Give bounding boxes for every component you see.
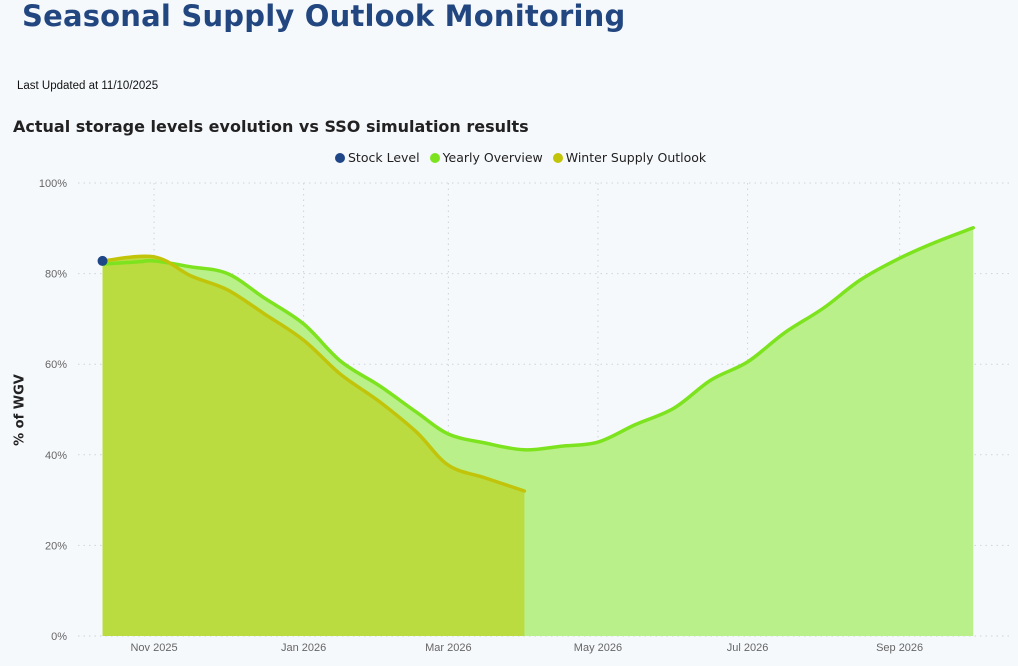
chart-title: Actual storage levels evolution vs SSO s… <box>13 117 529 136</box>
winter-supply-outlook-area <box>102 256 525 636</box>
stock-level-point <box>97 255 108 266</box>
y-axis: 0% 20% 40% 60% 80% 100% <box>39 178 67 643</box>
page-title: Seasonal Supply Outlook Monitoring <box>22 0 626 33</box>
chart-legend: Stock Level Yearly Overview Winter Suppl… <box>335 150 706 165</box>
y-tick-label: 100% <box>39 178 67 190</box>
y-tick-label: 80% <box>45 269 67 281</box>
legend-label-yearly-overview: Yearly Overview <box>442 150 543 165</box>
legend-marker-winter-supply-outlook <box>552 152 563 163</box>
x-axis: Nov 2025 Jan 2026 Mar 2026 May 2026 Jul 2026… <box>130 642 923 654</box>
legend-label-winter-supply-outlook: Winter Supply Outlook <box>565 150 707 165</box>
series-lines <box>100 226 975 493</box>
y-tick-label: 40% <box>45 450 67 462</box>
yearly-overview-line <box>100 226 975 452</box>
y-tick-label: 60% <box>45 359 67 371</box>
x-tick-label: Jan 2026 <box>281 642 326 654</box>
legend-marker-stock-level <box>335 152 345 163</box>
series-areas <box>102 227 974 637</box>
x-tick-label: May 2026 <box>574 642 622 654</box>
series-points <box>97 255 108 266</box>
legend-label-stock-level: Stock Level <box>348 150 420 165</box>
x-tick-label: Sep 2026 <box>876 642 923 654</box>
legend-item-stock-level[interactable]: Stock Level <box>335 150 420 165</box>
winter-supply-outlook-line <box>100 254 527 493</box>
legend-marker-yearly-overview <box>429 152 440 163</box>
x-tick-label: Mar 2026 <box>425 642 471 654</box>
legend-item-winter-supply-outlook[interactable]: Winter Supply Outlook <box>552 150 707 165</box>
last-updated-text: Last Updated at 11/10/2025 <box>17 80 159 92</box>
y-tick-label: 0% <box>51 631 67 643</box>
x-tick-label: Jul 2026 <box>727 642 769 654</box>
legend-item-yearly-overview[interactable]: Yearly Overview <box>429 150 543 165</box>
x-tick-label: Nov 2025 <box>130 642 177 654</box>
y-tick-label: 20% <box>45 540 67 552</box>
